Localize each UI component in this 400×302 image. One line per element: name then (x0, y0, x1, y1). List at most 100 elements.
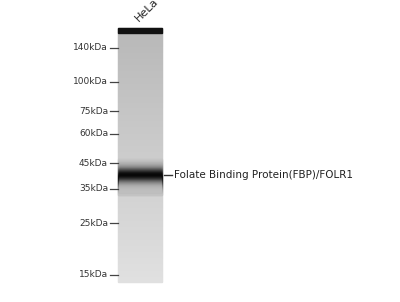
Bar (118, 68, 162, 69)
Bar (118, 192, 162, 193)
Bar (118, 104, 162, 105)
Bar (118, 87, 162, 88)
Bar (118, 203, 162, 204)
Text: Folate Binding Protein(FBP)/FOLR1: Folate Binding Protein(FBP)/FOLR1 (174, 170, 353, 180)
Bar (118, 269, 162, 270)
Bar (118, 172, 162, 173)
Bar (118, 91, 162, 92)
Bar (118, 278, 162, 279)
Bar (118, 263, 162, 264)
Bar (118, 70, 162, 71)
Bar (118, 28, 162, 33)
Bar (118, 276, 162, 277)
Bar (118, 74, 162, 75)
Bar (118, 148, 162, 149)
Bar (118, 157, 162, 158)
Bar (118, 86, 162, 87)
Bar (118, 279, 162, 280)
Bar (118, 143, 162, 144)
Bar (118, 107, 162, 108)
Bar (118, 238, 162, 239)
Bar (118, 206, 162, 207)
Bar (118, 196, 162, 197)
Bar (118, 61, 162, 62)
Bar (118, 187, 162, 188)
Bar (118, 277, 162, 278)
Bar (118, 212, 162, 213)
Bar (118, 73, 162, 74)
Bar (118, 34, 162, 35)
Bar (118, 205, 162, 206)
Bar (118, 270, 162, 271)
Bar (118, 158, 162, 159)
Bar (118, 234, 162, 235)
Bar (118, 167, 162, 168)
Bar (118, 43, 162, 44)
Bar (118, 33, 162, 34)
Bar (118, 122, 162, 123)
Bar (118, 103, 162, 104)
Bar (118, 215, 162, 216)
Text: HeLa: HeLa (133, 0, 160, 23)
Bar (118, 93, 162, 94)
Bar (118, 96, 162, 97)
Bar (118, 261, 162, 262)
Bar (118, 45, 162, 46)
Bar (118, 78, 162, 79)
Bar (118, 223, 162, 224)
Bar (118, 69, 162, 70)
Bar (118, 142, 162, 143)
Text: 100kDa: 100kDa (73, 78, 108, 86)
Bar (118, 189, 162, 190)
Bar (118, 239, 162, 240)
Bar (118, 191, 162, 192)
Bar (118, 110, 162, 111)
Bar (118, 84, 162, 85)
Bar (118, 64, 162, 65)
Bar (118, 118, 162, 119)
Bar (118, 159, 162, 160)
Bar (118, 253, 162, 254)
Bar (118, 39, 162, 40)
Bar (118, 85, 162, 86)
Bar (118, 89, 162, 90)
Bar (118, 218, 162, 219)
Bar (118, 59, 162, 60)
Bar (118, 166, 162, 167)
Bar (118, 169, 162, 170)
Bar (118, 174, 162, 175)
Bar (118, 211, 162, 212)
Bar (118, 32, 162, 33)
Bar (118, 260, 162, 261)
Bar (118, 127, 162, 128)
Bar (118, 217, 162, 218)
Bar (118, 54, 162, 55)
Bar (118, 235, 162, 236)
Bar (118, 179, 162, 180)
Bar (118, 111, 162, 112)
Bar (118, 204, 162, 205)
Bar (118, 101, 162, 102)
Bar (118, 181, 162, 182)
Bar (118, 100, 162, 101)
Bar (118, 178, 162, 179)
Bar (118, 90, 162, 91)
Bar (118, 139, 162, 140)
Bar (118, 58, 162, 59)
Bar (118, 266, 162, 267)
Bar (118, 119, 162, 120)
Bar (118, 75, 162, 76)
Bar (118, 249, 162, 250)
Bar (118, 210, 162, 211)
Bar (118, 255, 162, 256)
Bar (118, 128, 162, 129)
Bar (118, 198, 162, 199)
Bar (118, 194, 162, 195)
Bar (118, 257, 162, 258)
Bar (118, 37, 162, 38)
Bar (118, 94, 162, 95)
Bar (118, 202, 162, 203)
Bar (118, 216, 162, 217)
Bar (118, 262, 162, 263)
Bar (118, 62, 162, 63)
